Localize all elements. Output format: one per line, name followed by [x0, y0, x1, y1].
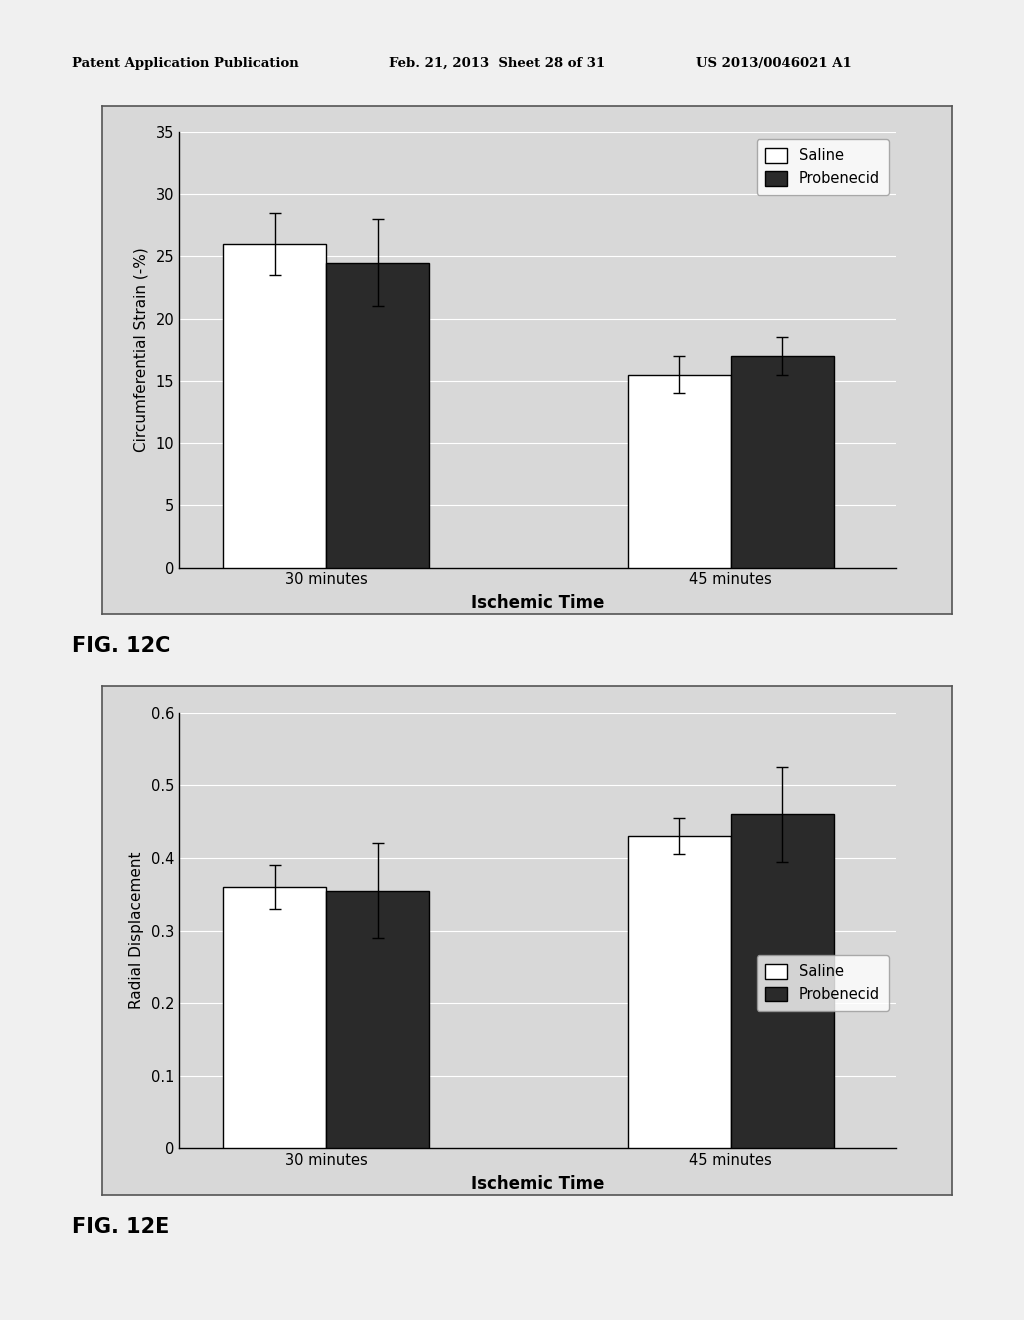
- Bar: [628, 837, 730, 1148]
- Legend: Saline, Probenecid: Saline, Probenecid: [757, 956, 889, 1011]
- Bar: [327, 891, 429, 1148]
- Y-axis label: Circumferential Strain (-%): Circumferential Strain (-%): [134, 247, 148, 453]
- Legend: Saline, Probenecid: Saline, Probenecid: [757, 140, 889, 195]
- Text: Feb. 21, 2013  Sheet 28 of 31: Feb. 21, 2013 Sheet 28 of 31: [389, 57, 605, 70]
- X-axis label: Ischemic Time: Ischemic Time: [471, 594, 604, 612]
- Bar: [223, 887, 327, 1148]
- Bar: [223, 244, 327, 568]
- Text: US 2013/0046021 A1: US 2013/0046021 A1: [696, 57, 852, 70]
- X-axis label: Ischemic Time: Ischemic Time: [471, 1175, 604, 1193]
- Text: Patent Application Publication: Patent Application Publication: [72, 57, 298, 70]
- Text: FIG. 12E: FIG. 12E: [72, 1217, 169, 1237]
- Bar: [628, 375, 730, 568]
- Bar: [730, 356, 834, 568]
- Y-axis label: Radial Displacement: Radial Displacement: [129, 851, 144, 1010]
- Bar: [730, 814, 834, 1148]
- Bar: [327, 263, 429, 568]
- Text: FIG. 12C: FIG. 12C: [72, 636, 170, 656]
